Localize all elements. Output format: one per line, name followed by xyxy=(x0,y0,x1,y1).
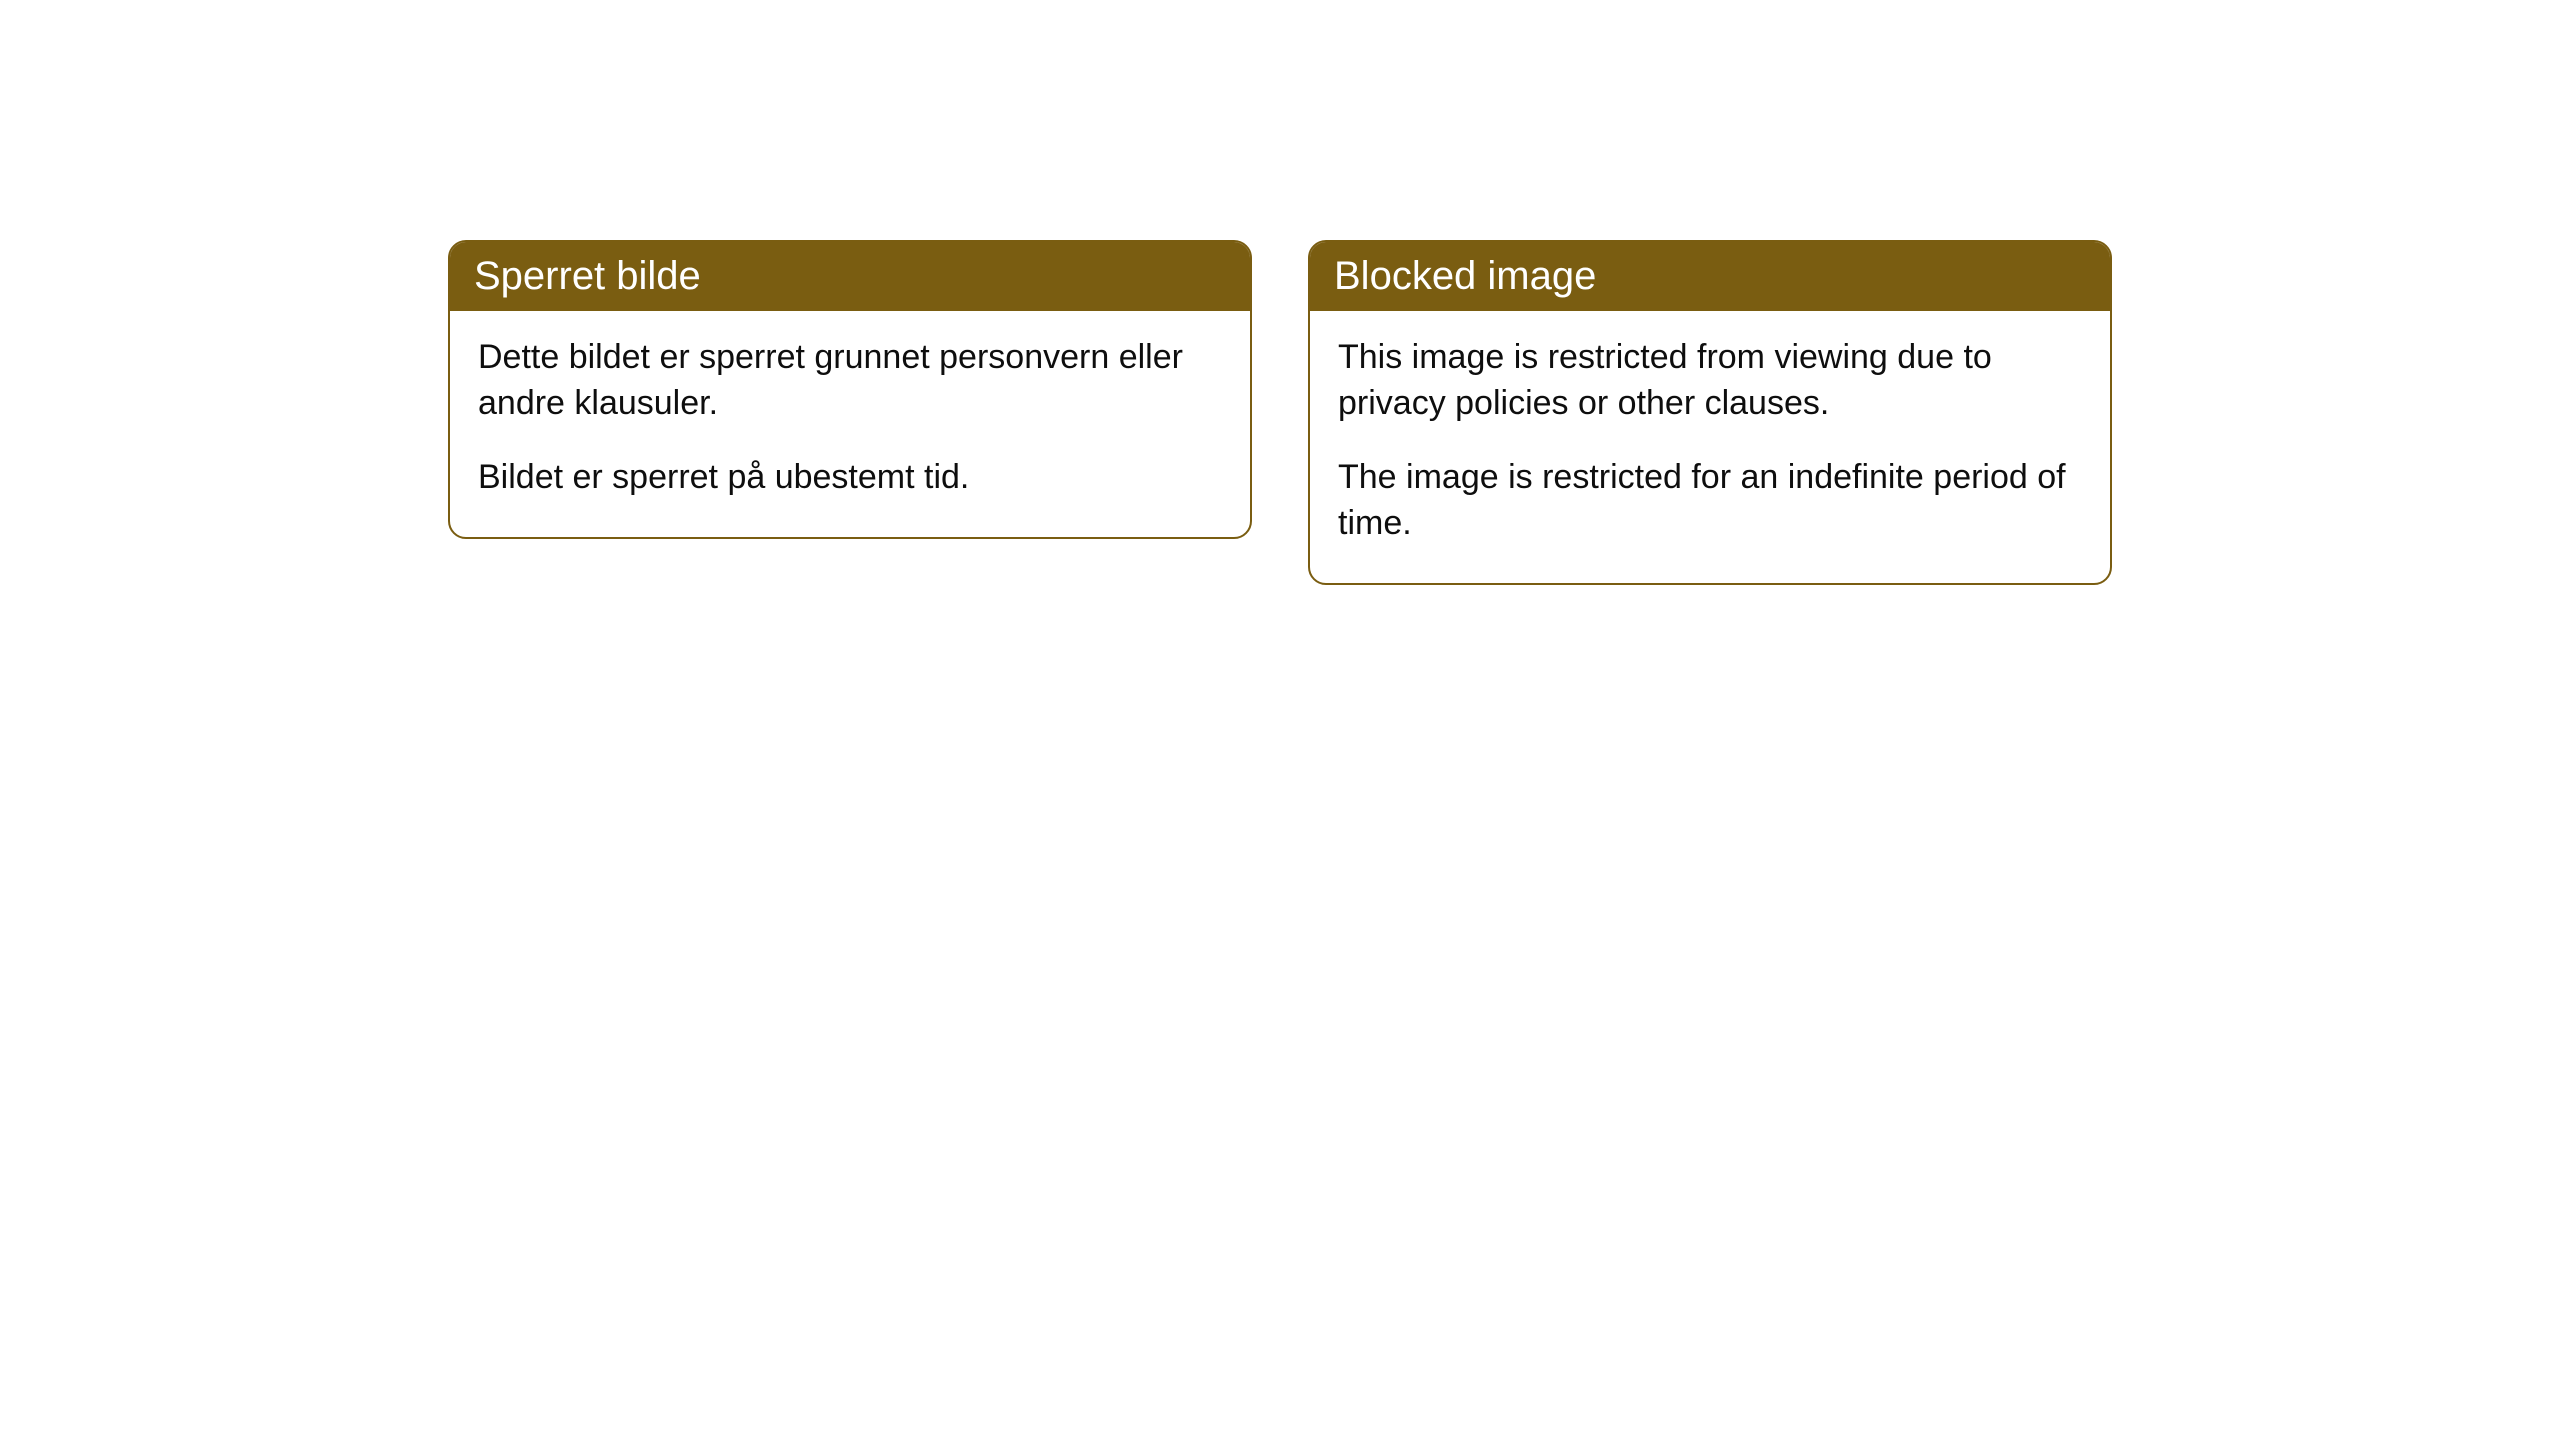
card-paragraph: This image is restricted from viewing du… xyxy=(1338,335,2082,427)
card-paragraph: The image is restricted for an indefinit… xyxy=(1338,455,2082,547)
card-english: Blocked image This image is restricted f… xyxy=(1308,240,2112,585)
card-body-norwegian: Dette bildet er sperret grunnet personve… xyxy=(450,311,1250,537)
cards-container: Sperret bilde Dette bildet er sperret gr… xyxy=(448,240,2112,1440)
card-header-english: Blocked image xyxy=(1310,242,2110,311)
card-paragraph: Bildet er sperret på ubestemt tid. xyxy=(478,455,1222,501)
card-body-english: This image is restricted from viewing du… xyxy=(1310,311,2110,583)
card-header-norwegian: Sperret bilde xyxy=(450,242,1250,311)
card-norwegian: Sperret bilde Dette bildet er sperret gr… xyxy=(448,240,1252,539)
card-paragraph: Dette bildet er sperret grunnet personve… xyxy=(478,335,1222,427)
